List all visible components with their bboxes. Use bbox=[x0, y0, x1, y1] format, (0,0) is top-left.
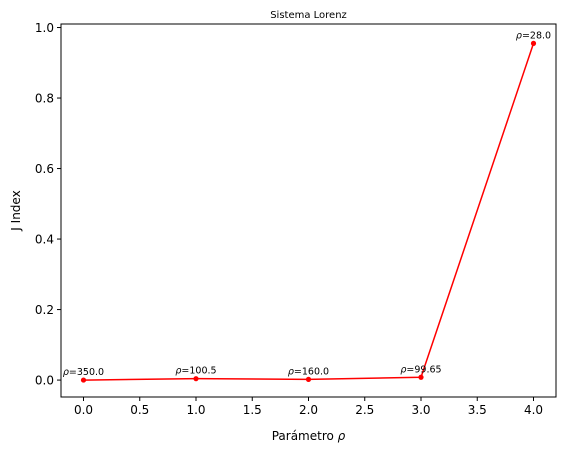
y-tick-label: 0.2 bbox=[35, 303, 54, 317]
data-label-value: =160.0 bbox=[294, 366, 329, 377]
data-label-value: =99.65 bbox=[406, 364, 441, 375]
data-label-symbol: ρ bbox=[400, 364, 406, 375]
data-label: ρ=100.5 bbox=[175, 366, 216, 377]
chart-title: Sistema Lorenz bbox=[270, 10, 347, 21]
data-label-symbol: ρ bbox=[63, 367, 69, 378]
data-label: ρ=350.0 bbox=[63, 367, 104, 378]
y-tick-label: 0.4 bbox=[35, 233, 54, 247]
data-label-value: =28.0 bbox=[522, 30, 551, 41]
data-label-value: =100.5 bbox=[181, 366, 216, 377]
y-axis-ticks: 0.0 0.2 0.4 0.6 0.8 1.0 bbox=[35, 21, 61, 388]
series-layer bbox=[80, 40, 537, 383]
x-tick-label: 3.0 bbox=[411, 403, 430, 417]
x-axis-ticks: 0.0 0.5 1.0 1.5 2.0 2.5 3.0 3.5 4.0 bbox=[74, 397, 543, 417]
data-point bbox=[305, 376, 312, 382]
x-tick-label: 2.5 bbox=[355, 403, 374, 417]
x-tick-label: 0.5 bbox=[130, 403, 149, 417]
x-tick-label: 3.5 bbox=[468, 403, 487, 417]
data-label-symbol: ρ bbox=[288, 366, 294, 377]
data-point bbox=[530, 40, 537, 46]
plot-area-frame bbox=[60, 23, 557, 398]
x-tick-label: 4.0 bbox=[524, 403, 543, 417]
y-axis-label: J Index bbox=[9, 190, 23, 231]
y-tick-label: 0.0 bbox=[35, 374, 54, 388]
data-label: ρ=99.65 bbox=[400, 364, 441, 375]
data-point bbox=[80, 377, 87, 383]
data-label-value: =350.0 bbox=[69, 367, 104, 378]
x-tick-label: 1.5 bbox=[243, 403, 262, 417]
data-point bbox=[418, 374, 424, 380]
x-tick-label: 2.0 bbox=[299, 403, 318, 417]
x-tick-label: 0.0 bbox=[74, 403, 93, 417]
y-tick-label: 1.0 bbox=[35, 21, 54, 35]
x-tick-label: 1.0 bbox=[186, 403, 205, 417]
annotations-layer: ρ=350.0 ρ=100.5 ρ=160.0 ρ=99.65ρ=28.0 bbox=[63, 30, 551, 378]
data-point bbox=[193, 376, 199, 382]
x-axis-label: Parámetro ρ bbox=[272, 429, 346, 443]
series-line bbox=[83, 43, 535, 381]
data-label-symbol: ρ bbox=[175, 366, 181, 377]
y-tick-label: 0.6 bbox=[35, 162, 54, 176]
data-label: ρ=28.0 bbox=[516, 30, 551, 41]
data-label-symbol: ρ bbox=[516, 30, 522, 41]
y-tick-label: 0.8 bbox=[35, 92, 54, 106]
data-label: ρ=160.0 bbox=[288, 366, 329, 377]
